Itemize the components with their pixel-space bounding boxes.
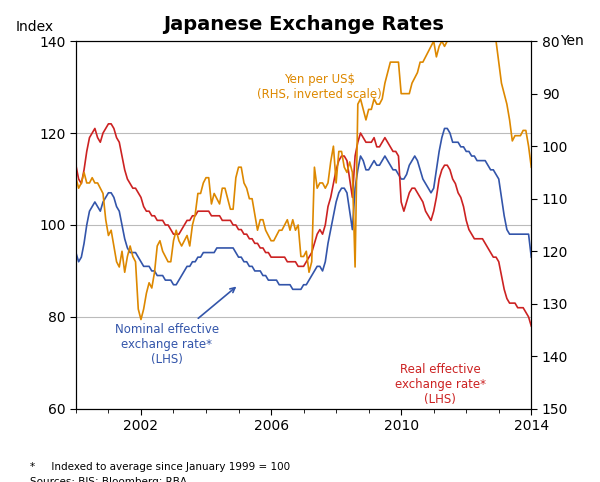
Y-axis label: Yen: Yen (560, 34, 584, 48)
Text: Nominal effective
exchange rate*
(LHS): Nominal effective exchange rate* (LHS) (115, 288, 235, 366)
Title: Japanese Exchange Rates: Japanese Exchange Rates (163, 15, 444, 34)
Y-axis label: Index: Index (16, 20, 54, 34)
Text: *     Indexed to average since January 1999 = 100: * Indexed to average since January 1999 … (30, 462, 290, 472)
Text: Sources: BIS; Bloomberg; RBA: Sources: BIS; Bloomberg; RBA (30, 477, 187, 482)
Text: Yen per US$
(RHS, inverted scale): Yen per US$ (RHS, inverted scale) (257, 73, 382, 101)
Text: Real effective
exchange rate*
(LHS): Real effective exchange rate* (LHS) (395, 363, 486, 406)
